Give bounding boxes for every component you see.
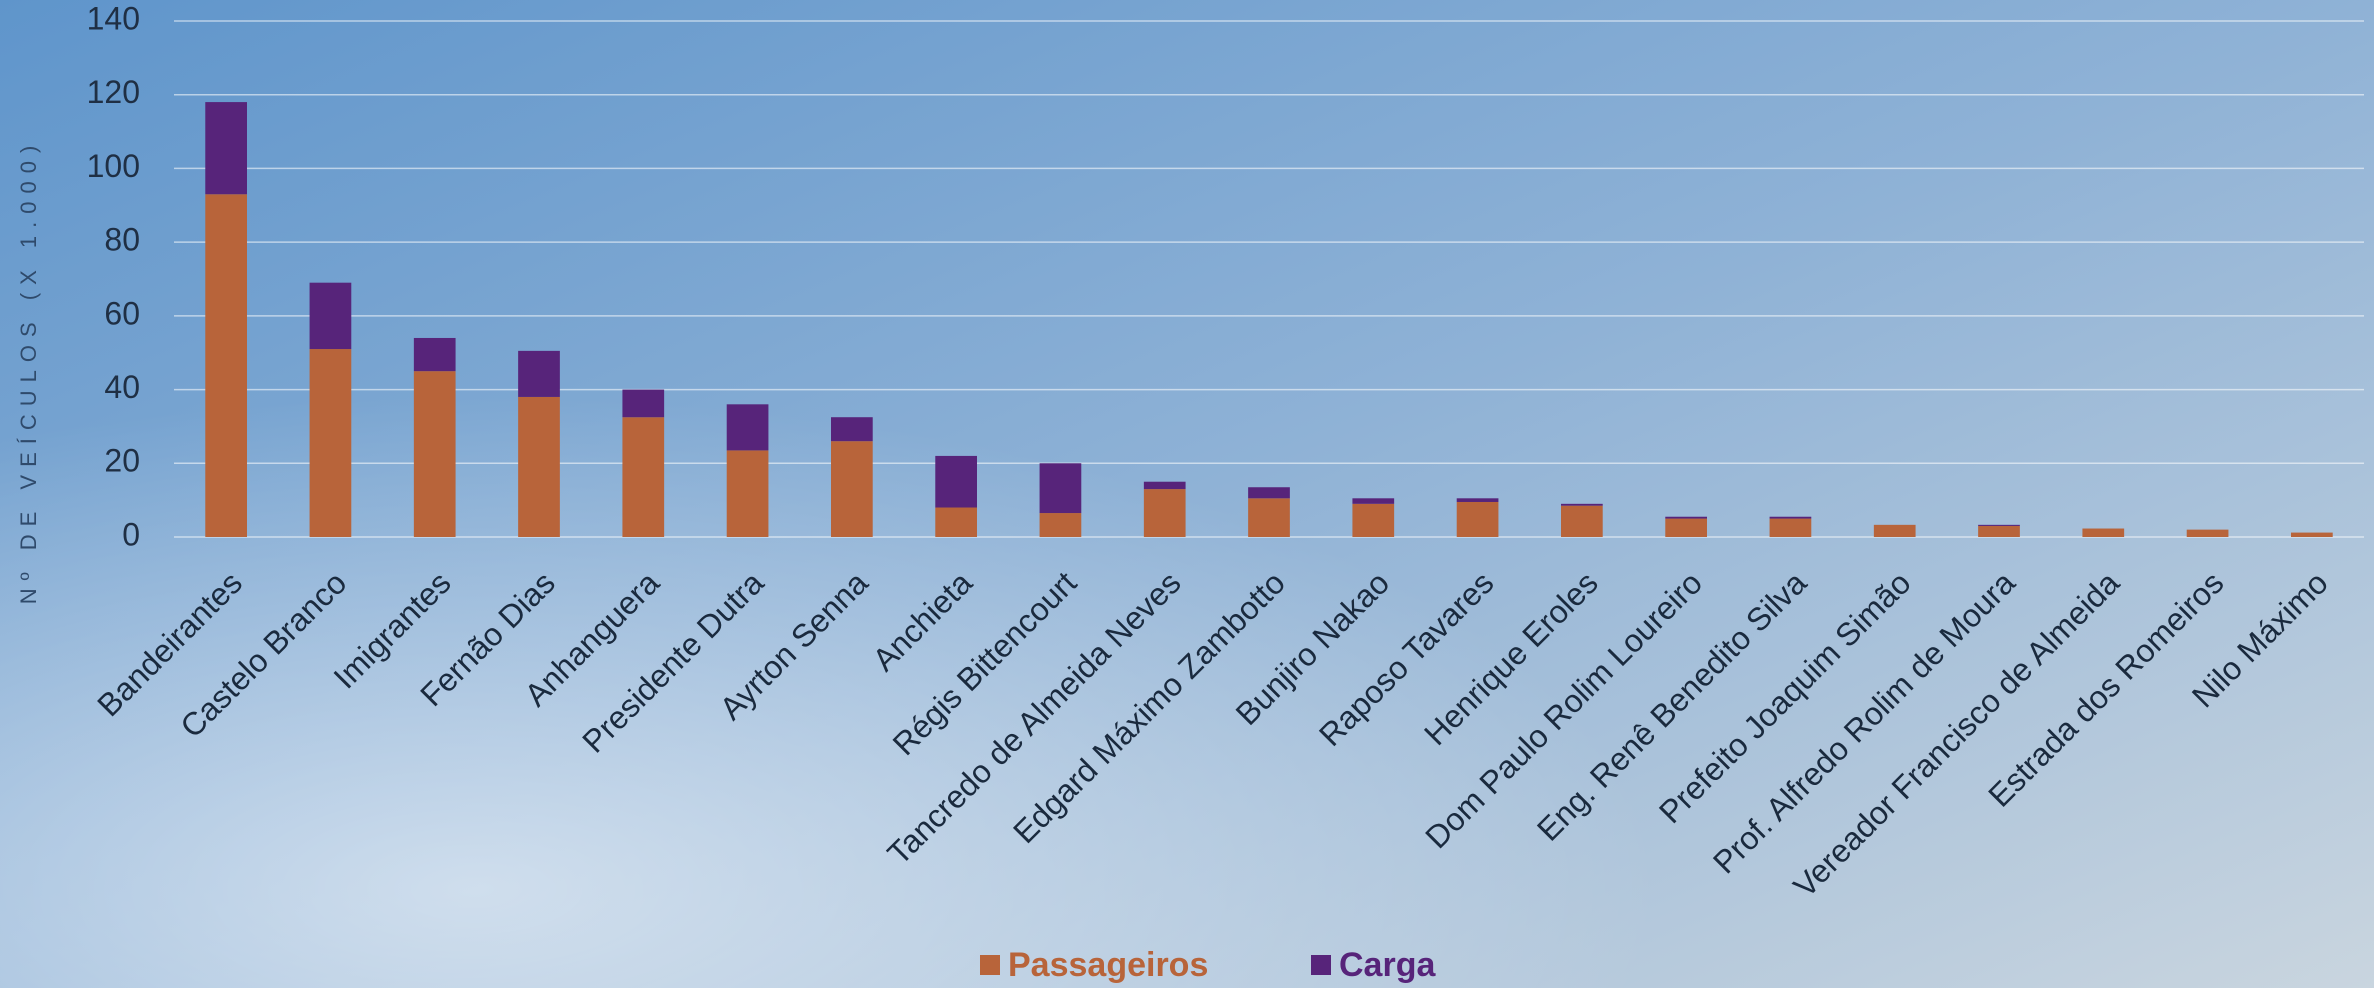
bar-segment [1039,463,1082,514]
y-tick-label: 60 [104,295,140,331]
bar-segment [622,417,665,537]
bar-segment [726,450,769,537]
y-tick-label: 80 [104,222,140,258]
y-tick-label: 0 [122,516,140,552]
legend-swatch [980,955,1000,975]
bar-segment [935,507,977,537]
bar-segment [1456,498,1499,502]
bar-segment [1769,516,1812,519]
bar-segment [413,337,456,372]
legend-swatch [1311,955,1331,975]
bar-segment [1352,498,1395,504]
bar-segment [1561,503,1603,506]
bar-segment [413,371,456,537]
bar-segment [309,282,352,350]
bar-segment [1456,501,1499,537]
bar-segment [622,389,665,418]
bar-segment [935,455,977,508]
y-tick-label: 40 [104,369,140,405]
bar-segment [1248,487,1290,499]
bar-segment [1978,525,2020,537]
y-axis-title: Nº DE VEÍCULOS (X 1.000) [16,138,41,605]
bar-segment [831,441,873,537]
y-tick-label: 20 [104,443,140,479]
bar-segment [309,349,352,537]
bar-segment [831,417,873,442]
bar-segment [726,404,769,451]
bar-segment [205,102,247,195]
bar-segment [1665,518,1707,537]
legend-label: Passageiros [1008,946,1208,984]
bar-segment [1248,498,1290,537]
bar-segment [2082,528,2125,537]
bar-segment [1873,524,1916,537]
bar-segment [205,194,247,537]
bar-segment [2291,532,2333,537]
bar-segment [1039,513,1082,537]
y-tick-label: 120 [87,74,140,110]
bar-segment [1561,505,1603,537]
bar-segment [518,396,560,537]
bar-segment [1143,489,1186,537]
bar-segment [2186,529,2229,537]
y-tick-label: 140 [87,0,140,36]
bar-segment [1978,524,2020,526]
bar-segment [1352,503,1395,537]
bar-segment [1143,481,1186,490]
bar-segment [1665,516,1707,519]
y-tick-label: 100 [87,148,140,184]
legend-label: Carga [1339,946,1436,984]
bar-segment [1769,518,1812,537]
bar-segment [518,350,560,397]
